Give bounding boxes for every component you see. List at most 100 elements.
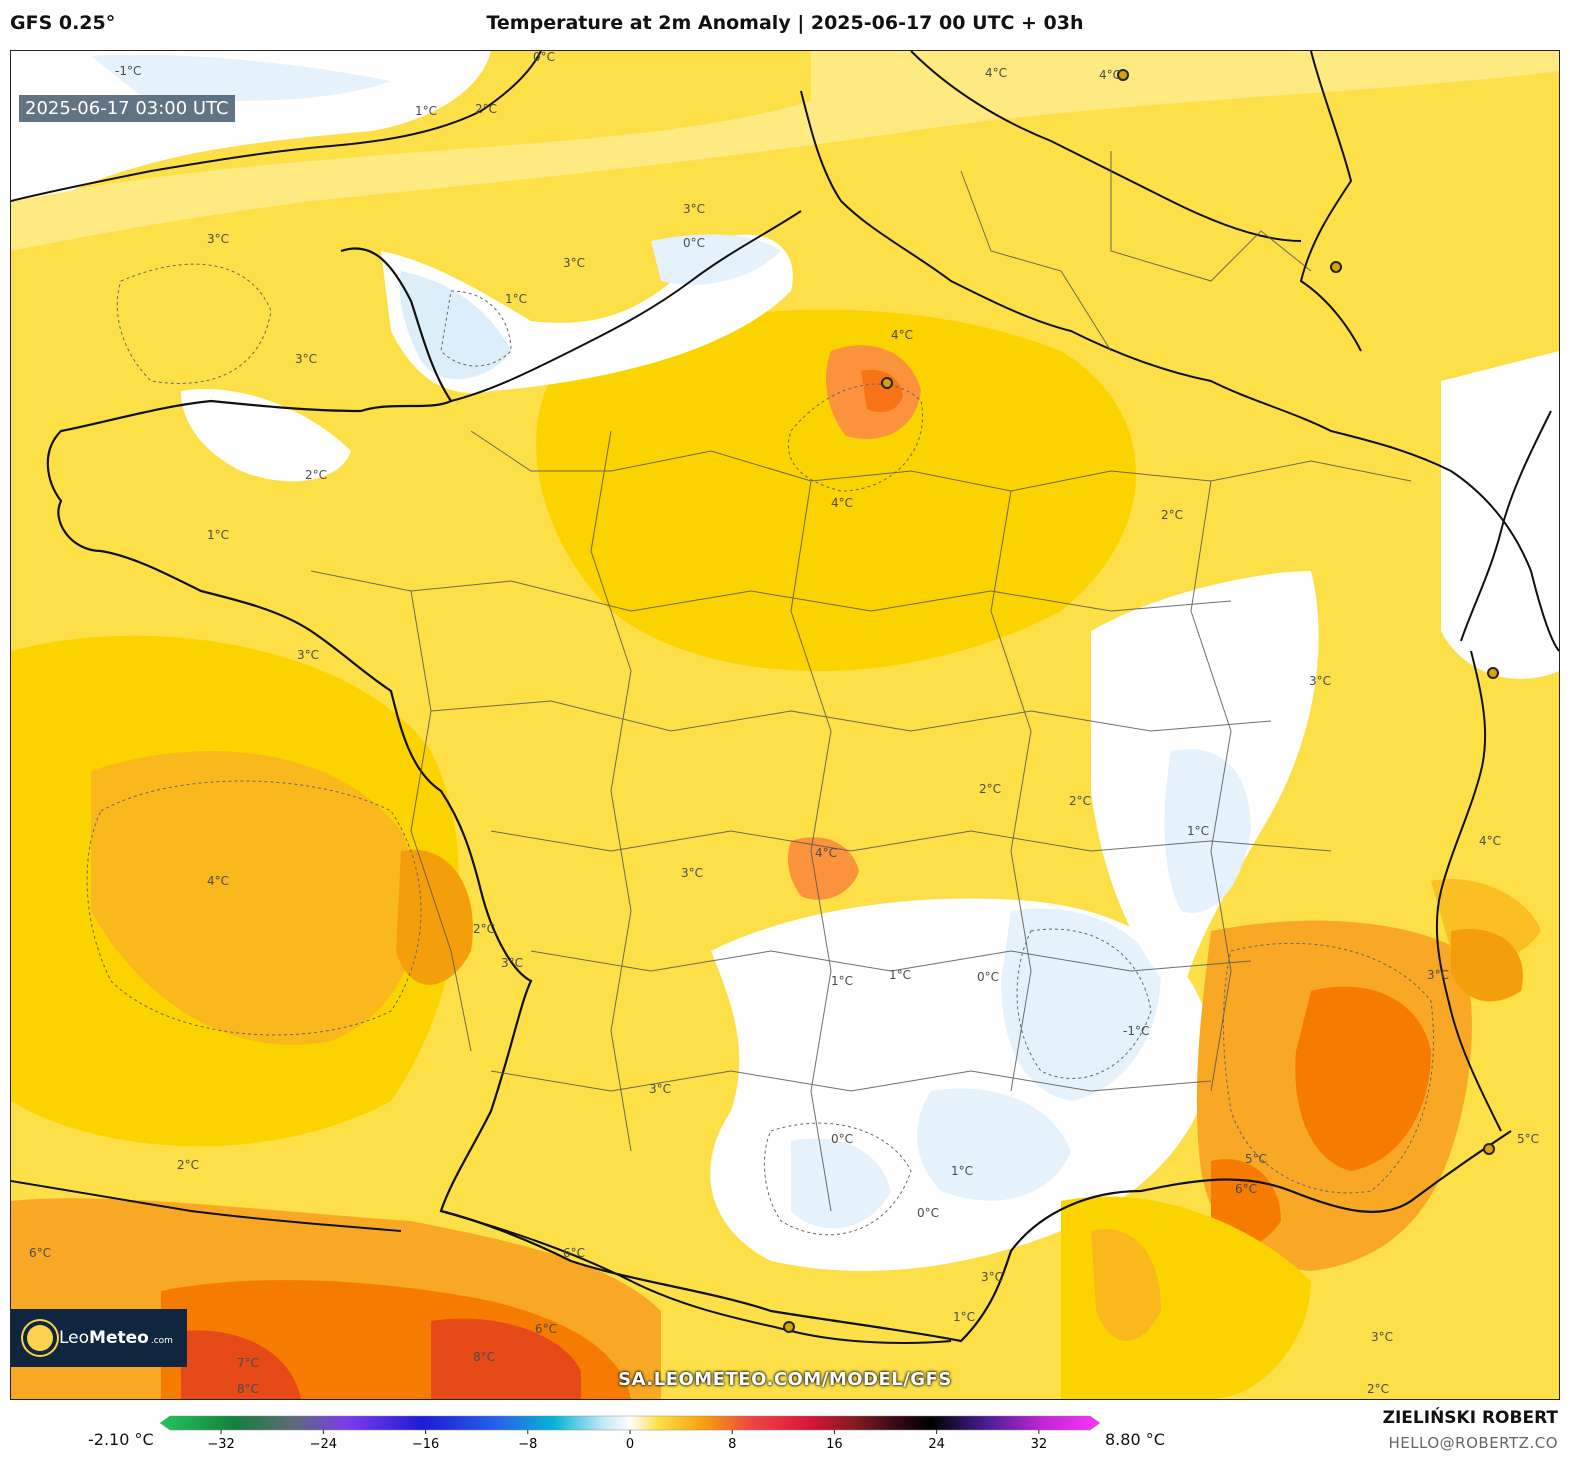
contour-label: 3°C (649, 1082, 671, 1096)
contour-label: 6°C (29, 1246, 51, 1260)
contour-label: 4°C (985, 66, 1007, 80)
contour-label: 7°C (237, 1356, 259, 1370)
contour-label: 0°C (683, 236, 705, 250)
border-north-east (800, 90, 1559, 652)
contour-label: 3°C (207, 232, 229, 246)
colorbar-min-label: -2.10 °C (88, 1430, 154, 1449)
contour-label: 1°C (207, 528, 229, 542)
colorbar-ticks: −32 −24 −16 −8 0 8 16 24 32 (207, 1430, 1047, 1452)
cold-region-england (91, 54, 391, 101)
hot-region-provence-core (1295, 986, 1431, 1171)
contour-label: -1°C (1123, 1024, 1149, 1038)
coastline-england (11, 51, 542, 202)
warm-spot-gulf (1091, 1229, 1161, 1341)
contour-label: 6°C (535, 1322, 557, 1336)
contour-label: 0°C (977, 970, 999, 984)
contour-label: 4°C (1099, 68, 1121, 82)
border-germany-lux (1299, 51, 1362, 352)
logo-domain-text: .com (150, 1336, 173, 1346)
colorbar-tick-label: 32 (1031, 1437, 1048, 1452)
leometeo-logo[interactable]: Leo Meteo .com (11, 1309, 187, 1367)
colorbar: −32 −24 −16 −8 0 8 16 24 32 (160, 1415, 1100, 1452)
contour-label: 3°C (981, 1270, 1003, 1284)
model-label: GFS 0.25° (10, 12, 116, 34)
author-name: ZIELIŃSKI ROBERT (1382, 1408, 1558, 1428)
warm-spot-gironde (396, 849, 473, 985)
contour-label: 2°C (473, 922, 495, 936)
colorbar-gradient (160, 1415, 1100, 1431)
colorbar-tick-label: −24 (310, 1437, 337, 1452)
anomaly-map[interactable]: -1°C 0°C 1°C 2°C 3°C 4°C 4°C 3°C 3°C 0°C… (10, 50, 1560, 1400)
colorbar-max-label: 8.80 °C (1105, 1430, 1165, 1449)
city-marker-andorra (783, 1321, 795, 1333)
contour-label: 3°C (683, 202, 705, 216)
author-email[interactable]: HELLO@ROBERTZ.CO (1388, 1434, 1558, 1452)
cold-region-cevennes (917, 1088, 1071, 1201)
contour-label: 6°C (563, 1246, 585, 1260)
contour-label: 5°C (1517, 1132, 1539, 1146)
contour-label: 2°C (177, 1158, 199, 1172)
border-belgium (910, 51, 1302, 242)
contour-label: 2°C (1161, 508, 1183, 522)
contour-label: 0°C (831, 1132, 853, 1146)
hot-spot-spain-west (181, 1330, 301, 1399)
contour-label: 3°C (1371, 1330, 1393, 1344)
border-france-spain (440, 1210, 952, 1344)
colorbar-tick-label: 24 (928, 1437, 945, 1452)
colorbar-tick-label: 16 (826, 1437, 843, 1452)
city-marker-monaco (1483, 1143, 1495, 1155)
neutral-region-brittany (181, 389, 351, 482)
contour-label: 1°C (831, 974, 853, 988)
contour-label: 1°C (951, 1164, 973, 1178)
contour-label: 4°C (1479, 834, 1501, 848)
logo-light-text: Leo (59, 1328, 90, 1348)
coastline (46, 247, 1512, 1343)
contour-label: 0°C (533, 51, 555, 64)
cold-region-seine (651, 234, 781, 285)
contour-label: 4°C (207, 874, 229, 888)
chart-title: Temperature at 2m Anomaly | 2025-06-17 0… (486, 12, 1084, 34)
city-marker-bern (1487, 667, 1499, 679)
coastline-channel (450, 210, 802, 402)
city-marker-paris (881, 377, 893, 389)
contour-label: 3°C (297, 648, 319, 662)
contour-label: 0°C (917, 1206, 939, 1220)
contour-label: 4°C (891, 328, 913, 342)
contour-label: 2°C (1069, 794, 1091, 808)
contour-label: 1°C (505, 292, 527, 306)
cold-region-alps-north (1001, 908, 1161, 1101)
contour-label: 3°C (295, 352, 317, 366)
warm-region-central (536, 309, 1136, 671)
colorbar-tick-label: −16 (412, 1437, 439, 1452)
contour-label: 1°C (889, 968, 911, 982)
city-markers (783, 69, 1499, 1333)
transition-belt-north (11, 51, 1559, 251)
hot-spot-italy (1451, 929, 1523, 1002)
contour-label-group: -1°C 0°C 1°C 2°C 3°C 4°C 4°C 3°C 3°C 0°C… (29, 51, 1539, 1396)
hot-spot-spain (431, 1318, 581, 1399)
neutral-region-england (11, 51, 491, 201)
contour-lines (86, 263, 1434, 1236)
contour-label: -1°C (115, 64, 141, 78)
hot-spot-paris-core (861, 369, 903, 413)
contour-label: 8°C (237, 1382, 259, 1396)
logo-bold-text: Meteo (89, 1328, 149, 1348)
coastline-spain (11, 1180, 402, 1232)
warm-region-atlantic-core (91, 751, 419, 1045)
contour-label: 5°C (1245, 1152, 1267, 1166)
valid-time-badge: 2025-06-17 03:00 UTC (19, 95, 235, 122)
sun-icon (27, 1325, 53, 1351)
hot-spot-auvergne (788, 837, 859, 900)
contour-label: 1°C (415, 104, 437, 118)
contour-label: 4°C (815, 846, 837, 860)
contour-label: 3°C (563, 256, 585, 270)
contour-label: 3°C (1309, 674, 1331, 688)
contour-label: 3°C (501, 956, 523, 970)
source-watermark: SA.LEOMETEO.COM/MODEL/GFS (618, 1369, 952, 1390)
contour-label: 8°C (473, 1350, 495, 1364)
contour-label: 1°C (953, 1310, 975, 1324)
contour-label: 2°C (1367, 1382, 1389, 1396)
contour-label: 3°C (1427, 968, 1449, 982)
cold-region-aveyron (791, 1138, 891, 1229)
cold-region-rhone (1164, 749, 1251, 913)
